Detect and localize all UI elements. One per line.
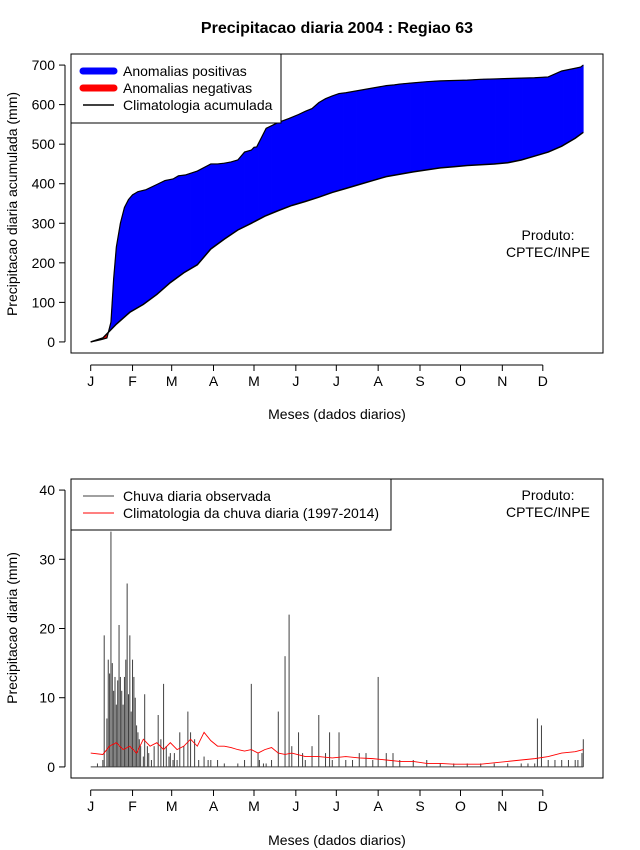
x-tick-label: A (373, 798, 383, 814)
y-tick-label: 30 (39, 551, 55, 567)
x-tick-label: M (166, 373, 178, 389)
x-axis-label: Meses (dados diarios) (268, 406, 406, 422)
y-tick-label: 200 (32, 255, 56, 271)
daily-panel: J F M A M J J A S O N D 0 10 20 30 40 Meses (dados diari… (4, 478, 604, 848)
climatology-accumulated-line (90, 131, 584, 343)
x-tick-label: A (373, 373, 383, 389)
x-tick-label: F (128, 373, 137, 389)
accumulated-panel: J F M A M J J A S O N D 0 100 200 300 400 500 600 700 Meses… (4, 53, 604, 422)
climatology-daily-line (90, 731, 584, 765)
y-tick-label: 300 (32, 215, 56, 231)
x-tick-label: A (209, 373, 219, 389)
y-tick-label: 400 (32, 176, 56, 192)
legend-label-positive: Anomalias positivas (123, 63, 247, 79)
x-tick-label: F (128, 798, 137, 814)
y-tick-label: 600 (32, 97, 56, 113)
x-tick-label: J (87, 373, 94, 389)
x-tick-label: J (292, 798, 299, 814)
y-tick-label: 100 (32, 294, 56, 310)
legend: Anomalias positivas Anomalias negativas … (70, 53, 282, 124)
x-tick-label: J (333, 798, 340, 814)
product-label: Produto: (522, 227, 575, 243)
x-tick-label: O (455, 798, 466, 814)
x-tick-label: M (248, 798, 260, 814)
x-tick-label: S (415, 373, 424, 389)
anomaly-segment (581, 64, 584, 134)
x-tick-label: O (455, 373, 466, 389)
y-tick-label: 20 (39, 621, 55, 637)
x-tick-label: J (292, 373, 299, 389)
x-tick-label: J (333, 373, 340, 389)
legend: Chuva diaria observada Climatologia da c… (70, 478, 392, 531)
x-tick-label: N (497, 798, 507, 814)
x-tick-label: M (248, 373, 260, 389)
x-tick-label: J (87, 798, 94, 814)
product-source: CPTEC/INPE (506, 244, 590, 260)
x-tick-label: N (497, 373, 507, 389)
y-tick-label: 0 (47, 759, 55, 775)
legend-box (70, 478, 392, 531)
x-axis-label: Meses (dados diarios) (268, 832, 406, 848)
legend-label-climatology: Climatologia acumulada (123, 97, 273, 113)
legend-label-climatology: Climatologia da chuva diaria (1997-2014) (123, 505, 379, 521)
y-axis-label: Precipitacao diaria (mm) (4, 552, 20, 704)
product-label: Produto: (522, 487, 575, 503)
product-source: CPTEC/INPE (506, 504, 590, 520)
y-tick-label: 700 (32, 57, 56, 73)
x-tick-label: A (209, 798, 219, 814)
x-tick-label: S (415, 798, 424, 814)
y-axis-label: Precipitacao diaria acumulada (mm) (4, 92, 20, 316)
legend-label-negative: Anomalias negativas (123, 80, 252, 96)
y-tick-label: 10 (39, 690, 55, 706)
x-tick-label: D (538, 373, 548, 389)
legend-label-observed: Chuva diaria observada (123, 488, 271, 504)
plot-frame (70, 53, 604, 354)
chart-title: Precipitacao diaria 2004 : Regiao 63 (201, 20, 473, 37)
y-tick-label: 0 (47, 334, 55, 350)
y-tick-label: 40 (39, 482, 55, 498)
x-tick-label: D (538, 798, 548, 814)
x-tick-label: M (166, 798, 178, 814)
y-tick-label: 500 (32, 136, 56, 152)
